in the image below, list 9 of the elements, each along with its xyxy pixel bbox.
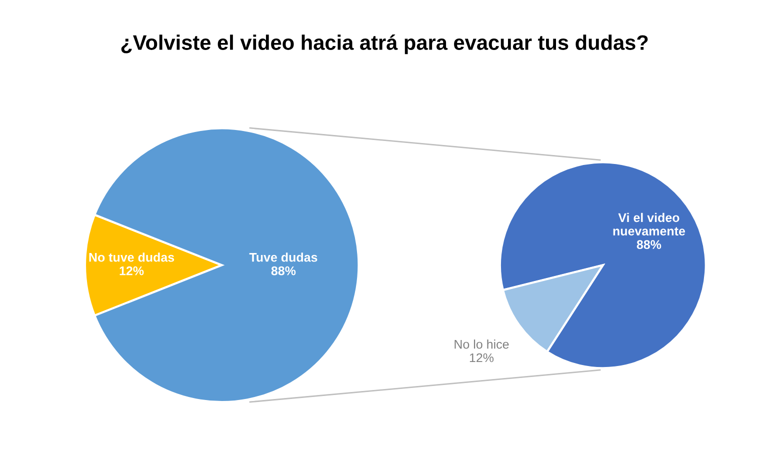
slice-label: Tuve dudas	[249, 252, 318, 262]
slice-label: Vi el video nuevamente	[613, 212, 685, 236]
data-label: 88%	[636, 240, 662, 249]
slice-label: No lo hice	[454, 340, 509, 349]
data-label: 12%	[120, 266, 144, 276]
data-label: 88%	[271, 266, 296, 276]
chart-title: ¿Volviste el video hacia atrá para evacuar tus dudas?	[121, 34, 648, 54]
data-label: 12%	[470, 353, 494, 362]
slice-label: No tuve dudas	[89, 252, 174, 262]
